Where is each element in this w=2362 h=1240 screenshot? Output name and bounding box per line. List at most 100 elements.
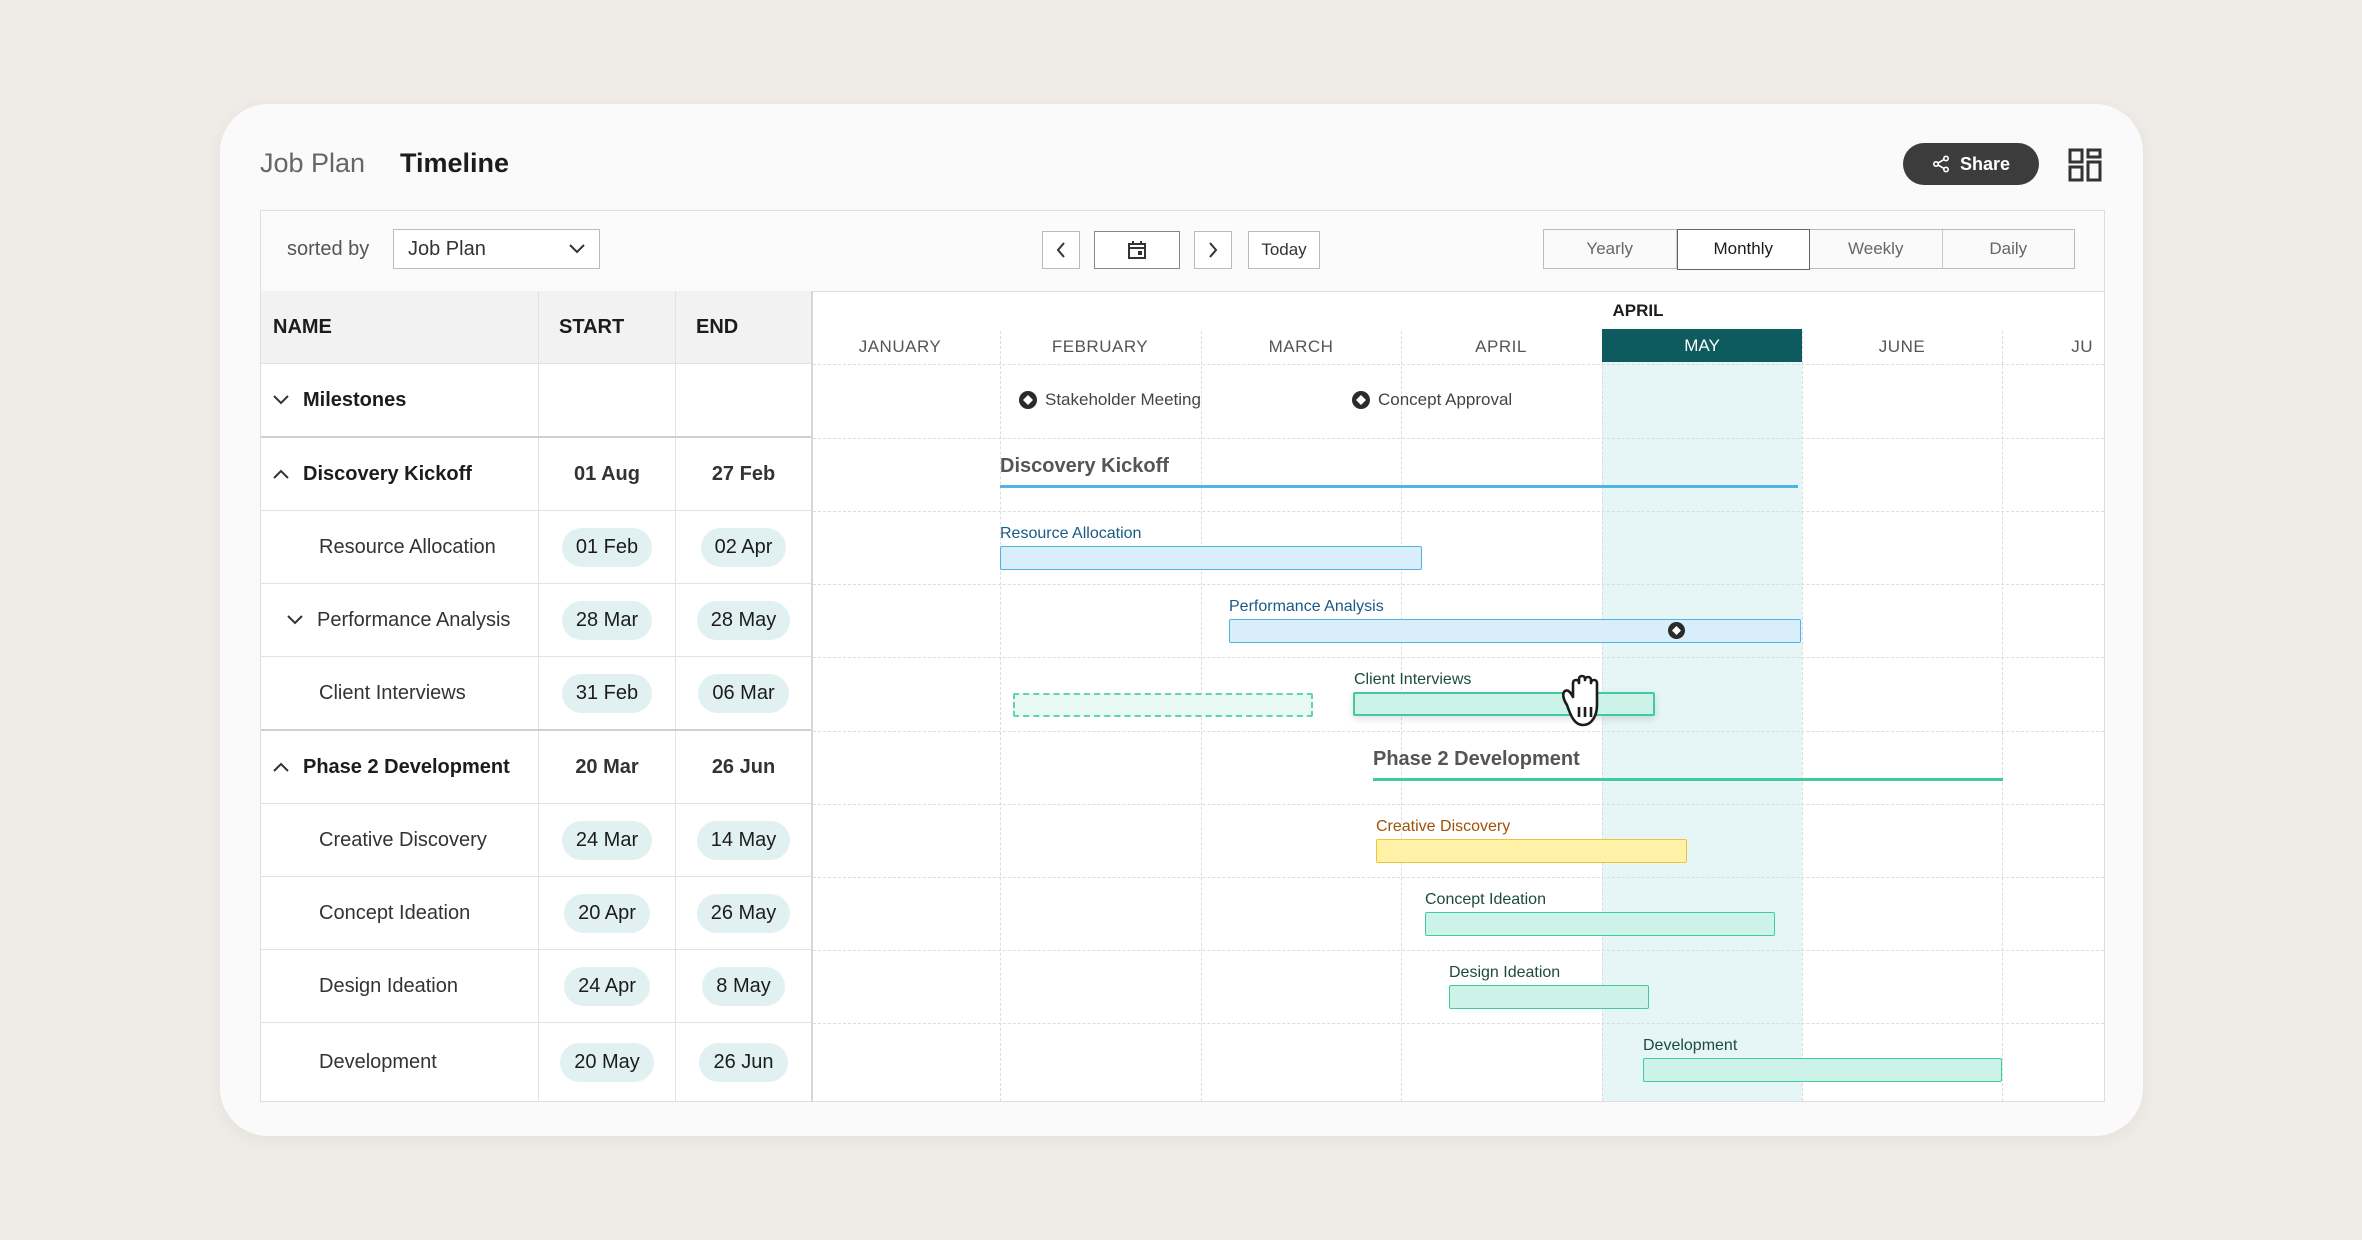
grab-hand-icon — [1561, 674, 1599, 727]
task-bar-design-ideation[interactable] — [1449, 985, 1649, 1009]
end-date: 26 Jun — [699, 1042, 788, 1082]
section-title[interactable]: Job Plan — [260, 148, 366, 178]
view-yearly[interactable]: Yearly — [1544, 230, 1677, 268]
view-weekly[interactable]: Weekly — [1810, 230, 1943, 268]
milestone-icon — [1352, 391, 1370, 409]
end-date: 06 Mar — [698, 673, 789, 713]
grid-line — [813, 584, 2104, 585]
row-name: Phase 2 Development — [303, 755, 510, 778]
month-label: JUNE — [1878, 337, 1926, 356]
share-button[interactable]: Share — [1903, 143, 2039, 185]
task-table: NAME START END Milestones Discovery Kick… — [261, 291, 813, 1101]
end-date: 02 Apr — [700, 527, 787, 567]
grid-line — [1401, 331, 1402, 1101]
task-bar-client-interviews[interactable] — [1353, 692, 1655, 716]
month-top-label: APRIL — [1612, 301, 1664, 320]
grid-line — [813, 364, 2104, 365]
start-date: 24 Apr — [564, 966, 650, 1006]
grid-line — [813, 1023, 2104, 1024]
table-row[interactable]: Resource Allocation 01 Feb 02 Apr — [261, 511, 811, 584]
row-name: Performance Analysis — [317, 608, 511, 631]
task-bar-development[interactable] — [1643, 1058, 2002, 1082]
start-date: 28 Mar — [561, 600, 653, 640]
prev-button[interactable] — [1042, 231, 1080, 269]
milestone[interactable]: Concept Approval — [1352, 390, 1512, 410]
group-label: Phase 2 Development — [1373, 748, 1580, 770]
chevron-down-icon[interactable] — [273, 395, 289, 405]
start-date: 24 Mar — [561, 820, 653, 860]
end-date: 28 May — [696, 600, 791, 640]
table-row[interactable]: Milestones — [261, 364, 811, 438]
start-date: 20 Apr — [564, 893, 650, 933]
table-row[interactable]: Discovery Kickoff 01 Aug 27 Feb — [261, 438, 811, 511]
row-name: Concept Ideation — [319, 901, 471, 924]
milestone-icon — [1019, 391, 1037, 409]
view-monthly[interactable]: Monthly — [1676, 228, 1810, 270]
month-label: JU — [2071, 337, 2093, 356]
start-date: 20 May — [560, 1042, 654, 1082]
row-name: Design Ideation — [319, 974, 458, 997]
month-label: FEBRUARY — [1051, 337, 1149, 356]
row-name: Creative Discovery — [319, 828, 487, 851]
layout-grid-icon[interactable] — [2068, 148, 2102, 182]
group-span-line[interactable] — [1373, 778, 2003, 781]
table-row[interactable]: Concept Ideation 20 Apr 26 May — [261, 877, 811, 950]
bar-label: Development — [1643, 1037, 1738, 1054]
timeline-grid: APRIL JANUARY FEBRUARY MARCH APRIL MAY J… — [813, 291, 2104, 1101]
grid-line — [813, 804, 2104, 805]
group-span-line[interactable] — [1000, 485, 1798, 488]
end-date: 14 May — [696, 820, 791, 860]
chevron-down-icon — [569, 244, 585, 254]
month-label-selected[interactable]: MAY — [1602, 329, 1802, 362]
end-date: 26 May — [696, 893, 791, 933]
table-row[interactable]: Creative Discovery 24 Mar 14 May — [261, 804, 811, 877]
milestone-icon[interactable] — [1668, 622, 1685, 639]
bar-label: Performance Analysis — [1229, 598, 1384, 615]
table-row[interactable]: Phase 2 Development 20 Mar 26 Jun — [261, 731, 811, 804]
table-row[interactable]: Performance Analysis 28 Mar 28 May — [261, 584, 811, 657]
share-label: Share — [1959, 153, 2011, 174]
toolbar: sorted by Job Plan Today Yearly Monthly … — [261, 211, 2104, 292]
grid-line — [813, 877, 2104, 878]
milestone-label: Stakeholder Meeting — [1045, 390, 1201, 409]
bar-label: Client Interviews — [1354, 671, 1472, 688]
chevron-right-icon — [1209, 242, 1218, 258]
calendar-button[interactable] — [1094, 231, 1180, 269]
month-label: MARCH — [1268, 337, 1334, 356]
row-name: Resource Allocation — [319, 535, 496, 558]
group-label: Discovery Kickoff — [1000, 455, 1169, 477]
chevron-down-icon[interactable] — [287, 615, 303, 625]
task-bar-creative-discovery[interactable] — [1376, 839, 1687, 863]
bar-label: Design Ideation — [1449, 964, 1561, 981]
table-row[interactable]: Client Interviews 31 Feb 06 Mar — [261, 657, 811, 731]
col-start[interactable]: START — [539, 291, 676, 363]
table-row[interactable]: Development 20 May 26 Jun — [261, 1023, 811, 1101]
chevron-up-icon[interactable] — [273, 762, 289, 772]
task-bar-concept-ideation[interactable] — [1425, 912, 1775, 936]
grid-line — [2002, 331, 2003, 1101]
sort-select[interactable]: Job Plan — [393, 229, 600, 269]
col-end[interactable]: END — [696, 315, 739, 338]
end-date: 8 May — [702, 966, 785, 1006]
grid-line — [1000, 331, 1001, 1101]
current-month-highlight — [1602, 331, 1802, 1101]
view-daily[interactable]: Daily — [1989, 239, 2028, 258]
table-row[interactable]: Design Ideation 24 Apr 8 May — [261, 950, 811, 1023]
milestone[interactable]: Stakeholder Meeting — [1019, 390, 1201, 410]
chevron-up-icon[interactable] — [273, 469, 289, 479]
row-name: Client Interviews — [319, 681, 466, 704]
start-date: 01 Aug — [574, 462, 640, 485]
task-bar-performance-analysis[interactable] — [1229, 619, 1801, 643]
task-bar-resource-allocation[interactable] — [1000, 546, 1422, 570]
next-button[interactable] — [1194, 231, 1232, 269]
grid-line — [1602, 331, 1603, 1101]
bar-label: Creative Discovery — [1376, 818, 1511, 835]
col-name[interactable]: NAME — [261, 291, 539, 363]
grid-line — [1802, 331, 1803, 1101]
gantt-panel: sorted by Job Plan Today Yearly Monthly … — [260, 210, 2105, 1102]
page-title[interactable]: Timeline — [400, 148, 510, 178]
grid-line — [813, 438, 2104, 439]
start-date: 31 Feb — [561, 673, 653, 713]
grid-line — [813, 731, 2104, 732]
today-button[interactable]: Today — [1248, 231, 1320, 269]
